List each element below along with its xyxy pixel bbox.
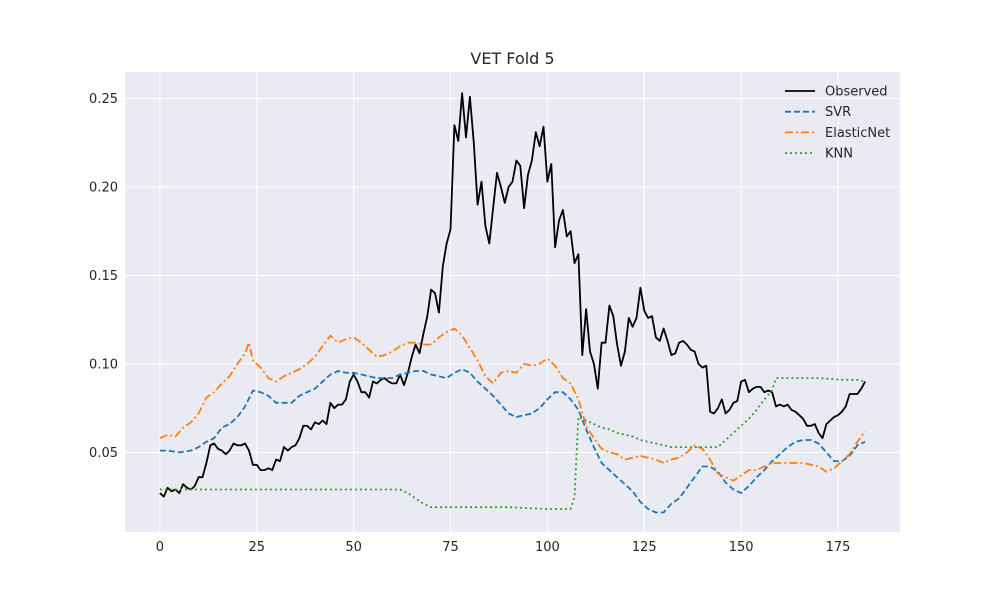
legend-label-svr: SVR xyxy=(825,105,851,120)
x-tick-label: 175 xyxy=(826,540,851,555)
legend-label-observed: Observed xyxy=(825,85,888,100)
grid-lines xyxy=(125,72,900,532)
legend-label-knn: KNN xyxy=(825,147,853,162)
y-tick-label: 0.20 xyxy=(89,181,118,196)
series-line-knn xyxy=(159,377,866,510)
x-tick-label: 150 xyxy=(729,540,754,555)
series-line-observed xyxy=(159,92,866,498)
x-tick-label: 50 xyxy=(345,540,362,555)
x-tick-label: 25 xyxy=(248,540,265,555)
chart-title: VET Fold 5 xyxy=(470,49,554,68)
series-line-elasticnet xyxy=(159,327,866,482)
y-tick-label: 0.15 xyxy=(89,269,118,284)
legend-label-elasticnet: ElasticNet xyxy=(825,126,890,141)
y-tick-label: 0.10 xyxy=(89,357,118,372)
y-tick-labels: 0.05 0.10 0.15 0.20 0.25 xyxy=(89,92,118,461)
x-tick-labels: 0 25 50 75 100 125 150 175 xyxy=(156,540,851,555)
x-tick-label: 125 xyxy=(632,540,657,555)
x-tick-label: 0 xyxy=(156,540,164,555)
series-group xyxy=(159,92,866,514)
legend: Observed SVR ElasticNet KNN xyxy=(785,85,890,162)
x-tick-label: 75 xyxy=(442,540,459,555)
plot-background xyxy=(125,72,900,532)
y-tick-label: 0.25 xyxy=(89,92,118,107)
x-tick-label: 100 xyxy=(535,540,560,555)
y-tick-label: 0.05 xyxy=(89,446,118,461)
series-line-svr xyxy=(159,368,866,514)
